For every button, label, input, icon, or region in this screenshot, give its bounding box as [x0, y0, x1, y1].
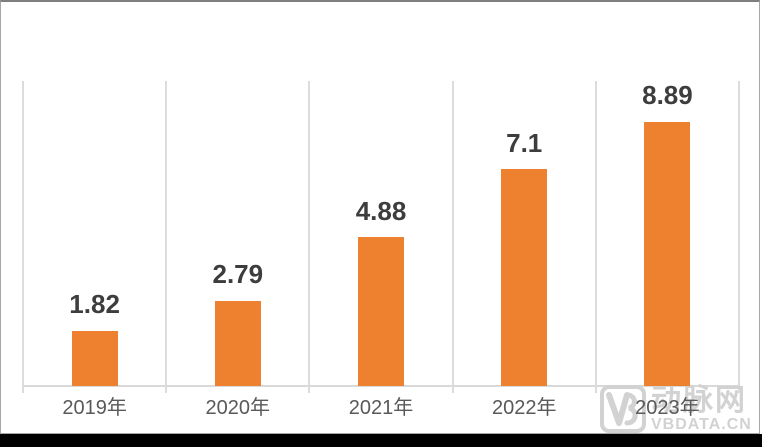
bar — [358, 237, 404, 386]
bar — [644, 121, 691, 386]
watermark-brand-text: 动脉网 — [651, 384, 747, 417]
vbdata-watermark: 动脉网 VBDATA.CN — [600, 385, 752, 433]
watermark-text-column: 动脉网 VBDATA.CN — [651, 385, 752, 433]
x-axis-label: 2022年 — [491, 397, 557, 419]
gridline — [738, 81, 740, 393]
bar — [71, 330, 118, 386]
bar-group-4: 8.89 — [596, 81, 739, 386]
bar-value-label: 7.1 — [506, 127, 543, 158]
x-axis-label: 2023年 — [635, 397, 700, 419]
x-axis-line — [23, 385, 740, 387]
gridline — [308, 81, 311, 393]
x-axis-labels: 2019年 2020年 2021年 2022年 2023年 — [23, 395, 739, 421]
bar-value-label: 8.89 — [642, 80, 693, 110]
gridlines-layer — [22, 81, 740, 393]
chart-card: 1.82 2.79 4.88 7.1 8.89 动脉网 VBDATA.CN 2019年 2… — [0, 0, 760, 434]
vbdata-logo-icon — [600, 385, 646, 433]
x-axis-label: 2021年 — [348, 397, 414, 419]
bar-group-1: 2.79 — [166, 81, 309, 386]
bar-group-2: 4.88 — [309, 81, 452, 386]
plot-area: 1.82 2.79 4.88 7.1 8.89 — [23, 81, 739, 386]
bar-value-label: 2.79 — [212, 259, 264, 290]
bar — [501, 169, 548, 386]
x-axis-label: 2019年 — [62, 397, 127, 419]
bar-group-3: 7.1 — [453, 81, 596, 386]
gridline — [22, 81, 24, 393]
bar-value-label: 1.82 — [69, 288, 120, 319]
x-axis-label: 2020年 — [205, 397, 271, 419]
gridline — [451, 81, 454, 393]
bar-value-label: 4.88 — [355, 195, 407, 226]
bar-group-0: 1.82 — [23, 81, 166, 386]
bar — [214, 300, 261, 386]
gridline — [165, 81, 168, 393]
watermark-url-text: VBDATA.CN — [651, 416, 752, 433]
gridline — [594, 81, 597, 393]
bottom-black-bar — [0, 434, 762, 447]
